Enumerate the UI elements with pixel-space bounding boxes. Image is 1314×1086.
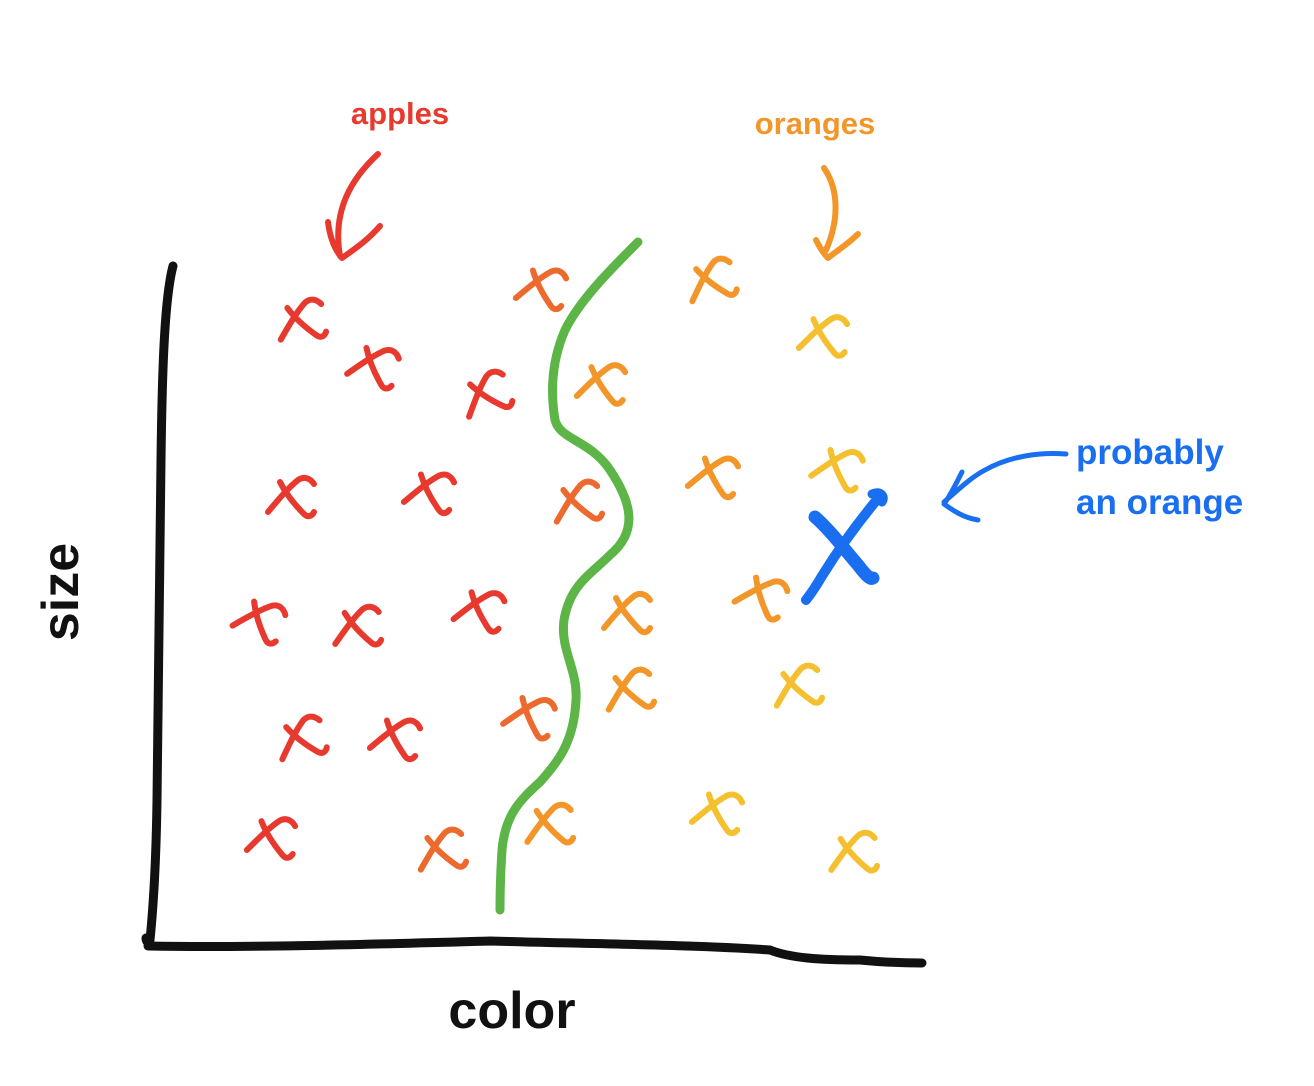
y-axis-label: size	[32, 543, 90, 641]
apples-label: apples	[351, 96, 449, 131]
data-point-mark	[332, 603, 385, 648]
data-point-mark	[605, 666, 658, 713]
data-point-mark	[417, 826, 470, 873]
data-point-mark	[684, 455, 742, 501]
data-point-mark	[512, 267, 570, 313]
data-point-mark	[277, 296, 330, 343]
data-point-mark	[344, 344, 402, 392]
data-point-mark	[808, 446, 866, 494]
axes	[141, 261, 927, 968]
new-point-label-line1: probably	[1076, 433, 1224, 472]
data-point-mark	[795, 314, 851, 359]
decision-boundary-line	[495, 237, 643, 915]
y-axis-line	[141, 261, 178, 947]
new-point-arrow	[941, 451, 1069, 523]
new-point-label-line2: an orange	[1076, 483, 1243, 522]
oranges-label: oranges	[755, 106, 876, 141]
data-point-mark	[243, 816, 299, 861]
data-point-mark	[229, 598, 289, 647]
x-axis-label: color	[448, 982, 575, 1040]
new-point-mark	[801, 488, 888, 605]
apples-arrow	[325, 151, 383, 261]
data-point-mark	[553, 478, 606, 525]
data-point-mark	[279, 713, 330, 763]
x-axis-line	[143, 936, 927, 968]
data-point-mark	[524, 801, 577, 846]
data-point-mark	[688, 791, 746, 837]
data-point-mark	[601, 590, 653, 636]
data-point-mark	[450, 589, 508, 635]
data-points	[229, 255, 881, 874]
data-point-mark	[573, 362, 629, 407]
data-point-mark	[689, 255, 740, 305]
data-point-mark	[265, 474, 317, 520]
data-point-mark	[773, 662, 826, 709]
data-point-mark	[366, 717, 424, 763]
oranges-arrow	[813, 165, 861, 261]
data-point-mark	[500, 694, 558, 742]
data-point-mark	[466, 368, 516, 420]
data-point-mark	[828, 829, 881, 874]
data-point-mark	[400, 471, 458, 517]
data-point-mark	[731, 574, 791, 623]
